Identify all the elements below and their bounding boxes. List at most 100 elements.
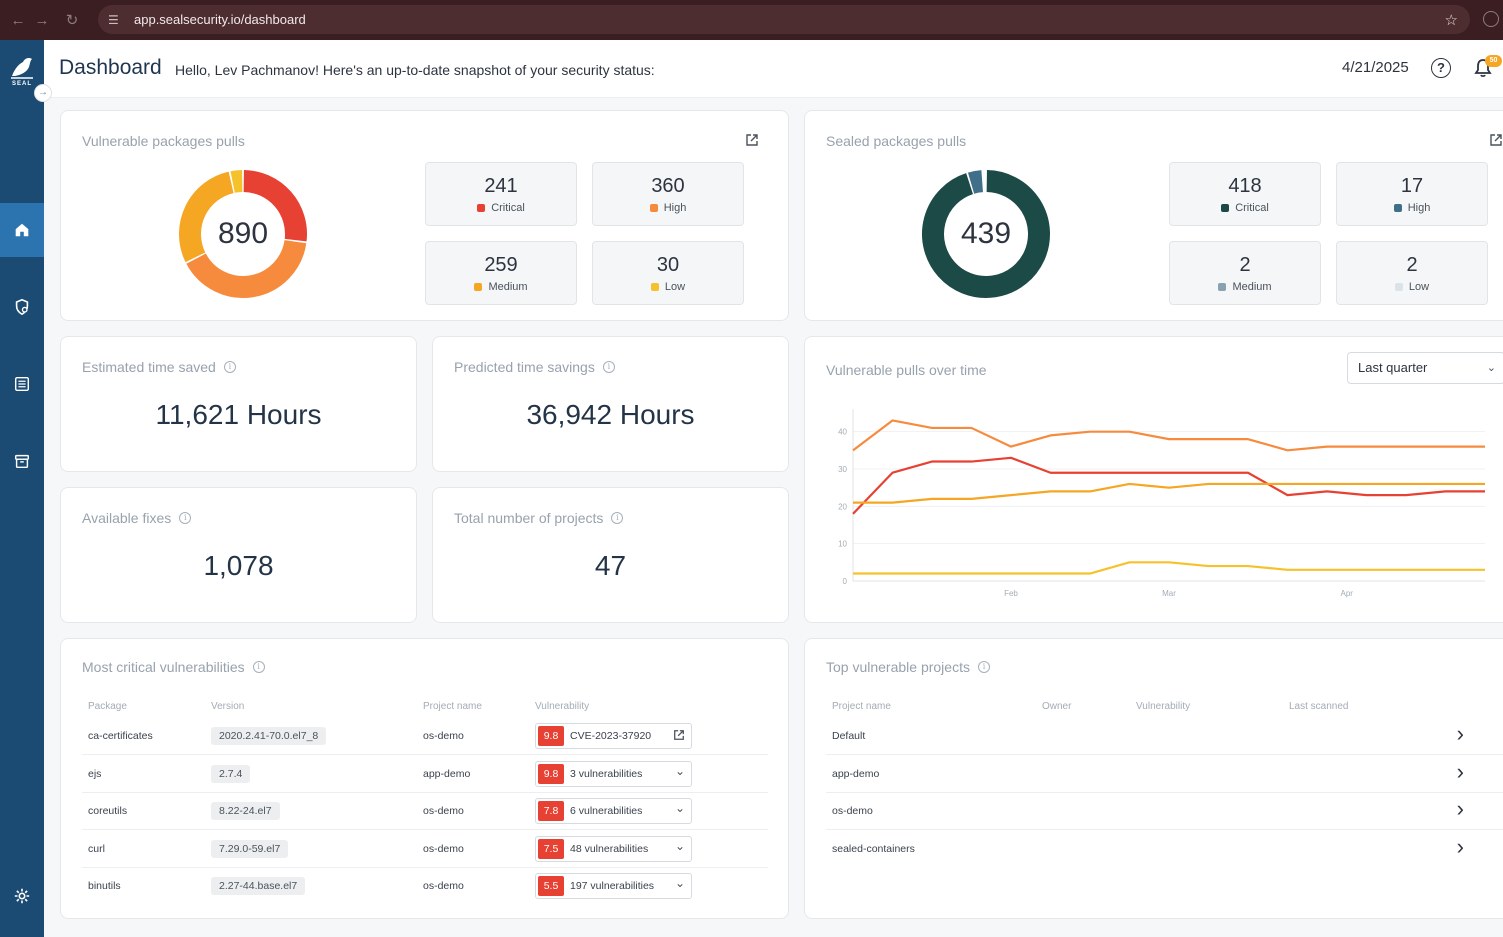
- donut-slice-medium[interactable]: [179, 171, 235, 263]
- donut-slice-low[interactable]: [230, 170, 243, 193]
- reload-icon[interactable]: ↻: [65, 12, 79, 29]
- stat-value: 17: [1400, 175, 1424, 197]
- chevron-right-icon[interactable]: ›: [1456, 758, 1464, 784]
- series-line-0[interactable]: [852, 419, 1485, 452]
- info-icon[interactable]: i: [223, 361, 236, 373]
- profile-icon[interactable]: [1483, 11, 1499, 27]
- external-link-icon[interactable]: [1489, 133, 1503, 147]
- sidebar-collapse-button[interactable]: →: [34, 84, 52, 102]
- column-header-vulnerability[interactable]: Vulnerability: [1136, 701, 1191, 712]
- column-header-project[interactable]: Project name: [832, 701, 891, 712]
- donut-slice-critical[interactable]: [243, 170, 307, 242]
- table-row[interactable]: coreutils 8.22-24.el7 os-demo 7.8 6 vulnerab…: [82, 793, 768, 830]
- cvss-score-badge: 7.8: [538, 801, 564, 821]
- chevron-right-icon[interactable]: ›: [1456, 721, 1464, 746]
- chevron-right-icon[interactable]: ›: [1456, 833, 1464, 859]
- info-icon[interactable]: i: [977, 661, 990, 673]
- vulnerability-dropdown[interactable]: 7.5 48 vulnerabilities ⌄: [535, 835, 692, 862]
- version-pill: 2.27-44.base.el7: [211, 877, 306, 895]
- table-row[interactable]: binutils 2.27-44.base.el7 os-demo 5.5 197 vu…: [82, 868, 768, 905]
- donut-slice-high[interactable]: [186, 239, 307, 298]
- stat-value: 418: [1228, 175, 1262, 197]
- browser-toolbar: ← → ↻ ☰ app.sealsecurity.io/dashboard ☆: [0, 0, 1503, 40]
- stat-medium[interactable]: 2 Medium: [1169, 241, 1321, 305]
- series-line-1[interactable]: [852, 456, 1485, 515]
- table-row[interactable]: ejs 2.7.4 app-demo 9.8 3 vulnerabilities ⌄: [82, 756, 768, 793]
- column-header-package[interactable]: Package: [88, 701, 127, 712]
- info-icon[interactable]: i: [252, 661, 265, 673]
- vulnerability-dropdown[interactable]: 9.8 CVE-2023-37920: [535, 723, 692, 749]
- severity-dot: [1394, 283, 1403, 291]
- line-chart: 0 10 20 30 40 Feb Mar Apr: [838, 409, 1485, 598]
- sidebar-item-home[interactable]: [0, 203, 44, 257]
- table-row[interactable]: app-demo ›: [826, 756, 1503, 793]
- period-select[interactable]: Last quarter ⌄: [1347, 352, 1503, 384]
- stat-low[interactable]: 2 Low: [1336, 241, 1488, 305]
- column-header-version[interactable]: Version: [211, 701, 245, 712]
- time-saved-card: Estimated time saved i 11,621 Hours: [60, 336, 417, 472]
- project-name: os-demo: [423, 805, 464, 817]
- sidebar-item-settings[interactable]: [0, 869, 44, 923]
- chevron-down-icon[interactable]: ⌄: [674, 876, 685, 890]
- address-bar[interactable]: ☰ app.sealsecurity.io/dashboard ☆: [98, 5, 1470, 34]
- version-pill: 2.7.4: [211, 764, 251, 783]
- list-icon: [14, 376, 30, 392]
- sealed-pulls-card: Sealed packages pulls 439 418 Critical 17 H…: [804, 110, 1503, 321]
- series-line-2[interactable]: [853, 482, 1485, 504]
- column-header-project[interactable]: Project name: [423, 701, 482, 712]
- stat-label: Low: [1408, 281, 1430, 293]
- column-header-owner[interactable]: Owner: [1042, 701, 1072, 712]
- stat-critical[interactable]: 418 Critical: [1169, 162, 1321, 226]
- stat-low[interactable]: 30 Low: [592, 241, 744, 305]
- stat-critical[interactable]: 241 Critical: [425, 162, 577, 226]
- back-icon[interactable]: ←: [10, 11, 26, 29]
- stat-medium[interactable]: 259 Medium: [425, 241, 577, 305]
- chevron-down-icon[interactable]: ⌄: [674, 763, 685, 778]
- donut-slice-high[interactable]: [967, 170, 984, 194]
- stat-value: 2: [1406, 254, 1418, 276]
- logo-text: SEAL: [11, 81, 32, 87]
- table-row[interactable]: Default ›: [826, 718, 1503, 755]
- bookmark-star-icon[interactable]: ☆: [1444, 11, 1458, 29]
- stat-high[interactable]: 17 High: [1336, 162, 1488, 226]
- project-name: os-demo: [423, 730, 464, 742]
- cvss-score-badge: 9.8: [538, 763, 564, 784]
- site-settings-icon[interactable]: ☰: [108, 12, 119, 27]
- info-icon[interactable]: i: [611, 512, 624, 524]
- table-row[interactable]: sealed-containers ›: [826, 831, 1503, 868]
- table-row[interactable]: curl 7.29.0-59.el7 os-demo 7.5 48 vulnerabil…: [82, 831, 768, 868]
- table-row[interactable]: ca-certificates 2020.2.41-70.0.el7_8 os-de…: [82, 718, 768, 755]
- series-line-3[interactable]: [853, 561, 1485, 575]
- sidebar-item-reports[interactable]: [0, 357, 44, 411]
- vulnerability-dropdown[interactable]: 9.8 3 vulnerabilities ⌄: [535, 760, 692, 787]
- vulnerability-label: 48 vulnerabilities: [570, 842, 649, 855]
- stat-high[interactable]: 360 High: [592, 162, 744, 226]
- column-header-vulnerability[interactable]: Vulnerability: [535, 701, 590, 712]
- external-link-icon[interactable]: [745, 133, 759, 147]
- predicted-savings-card: Predicted time savings i 36,942 Hours: [432, 336, 789, 472]
- sidebar-item-packages[interactable]: [0, 434, 44, 488]
- chevron-down-icon[interactable]: ⌄: [674, 838, 685, 853]
- stat-label-row: High: [593, 202, 743, 214]
- table-row[interactable]: os-demo ›: [826, 793, 1503, 830]
- info-icon[interactable]: i: [179, 512, 192, 524]
- donut-slice-critical[interactable]: [922, 170, 1050, 298]
- seal-logo[interactable]: SEAL: [4, 56, 40, 96]
- chevron-right-icon[interactable]: ›: [1456, 796, 1464, 821]
- vulnerability-dropdown[interactable]: 5.5 197 vulnerabilities ⌄: [535, 873, 692, 899]
- vulnerability-label: 6 vulnerabilities: [570, 805, 643, 817]
- sidebar-item-vulnerabilities[interactable]: [0, 280, 44, 334]
- x-tick-label: Mar: [1162, 589, 1176, 598]
- vulnerability-dropdown[interactable]: 7.8 6 vulnerabilities ⌄: [535, 798, 692, 824]
- help-icon[interactable]: ?: [1431, 58, 1451, 78]
- critical-vulns-card: Most critical vulnerabilities i Package V…: [60, 638, 789, 919]
- column-header-last-scanned[interactable]: Last scanned: [1289, 701, 1349, 712]
- cvss-score-badge: 7.5: [538, 838, 564, 859]
- external-link-icon[interactable]: [673, 729, 685, 744]
- chevron-down-icon[interactable]: ⌄: [674, 801, 685, 815]
- card-title-row: Predicted time savings i: [454, 359, 615, 375]
- card-title: Top vulnerable projects: [826, 659, 970, 675]
- info-icon[interactable]: i: [602, 361, 615, 373]
- card-title: Sealed packages pulls: [826, 133, 967, 149]
- forward-icon[interactable]: →: [34, 11, 50, 29]
